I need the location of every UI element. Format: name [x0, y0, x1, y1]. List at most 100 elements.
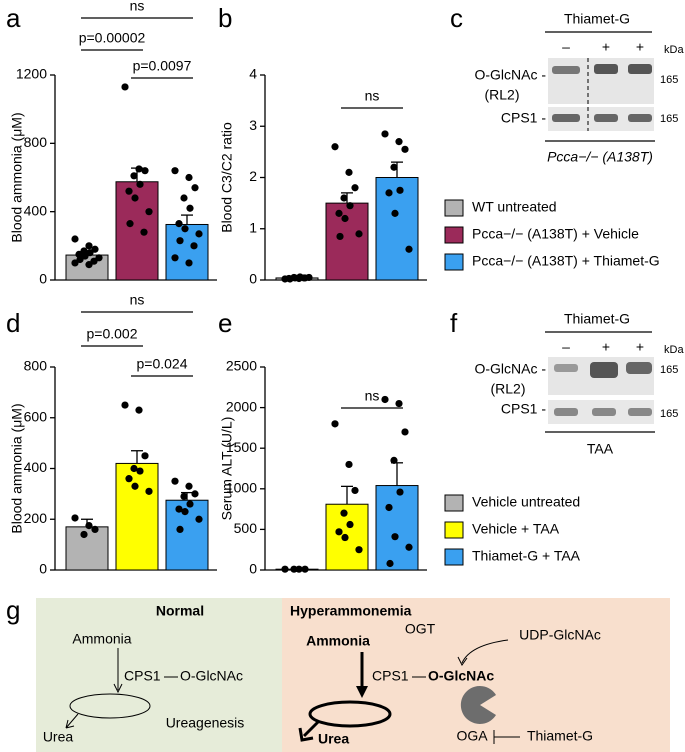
panel-letter: b [218, 3, 232, 33]
y-tick-label: 2500 [226, 358, 257, 374]
bar [115, 462, 159, 571]
data-point [126, 220, 134, 228]
data-point [300, 274, 308, 282]
data-point [135, 406, 143, 414]
band [592, 408, 616, 416]
data-point [180, 492, 188, 501]
size: 165 [660, 364, 678, 376]
condition: TAA [587, 441, 614, 457]
data-point [401, 428, 409, 436]
data-point [85, 242, 93, 250]
arrow [461, 639, 509, 664]
data-point [171, 477, 179, 485]
label: UDP-GlcNAc [519, 627, 601, 643]
oga-icon [460, 686, 496, 725]
data-point [125, 475, 133, 483]
label: Urea [43, 729, 74, 745]
band [628, 114, 652, 122]
data-point [191, 184, 199, 192]
data-point [190, 242, 198, 250]
data-point [331, 143, 339, 151]
y-tick-label: 1 [249, 219, 257, 235]
data-point [136, 180, 144, 188]
data-point [346, 202, 354, 210]
data-point [405, 543, 413, 551]
size: 165 [660, 74, 678, 86]
data-point [130, 464, 138, 473]
band [590, 362, 618, 378]
y-tick-label: 3 [249, 117, 257, 133]
data-point [340, 509, 348, 517]
cycle [308, 700, 392, 728]
data-point [175, 220, 183, 228]
data-point [195, 515, 203, 523]
label: OGT [405, 621, 436, 637]
genotype: Pcca−/− (A138T) [547, 149, 653, 165]
y-tick-label: 1200 [16, 66, 47, 82]
data-point [345, 460, 353, 469]
data-point [301, 565, 309, 573]
blot-f: Thiamet-G – + + kDa O-GlcNAc - (RL2) 165… [474, 311, 684, 457]
size: 165 [660, 113, 678, 125]
data-point [141, 452, 149, 460]
y-tick-label: 800 [24, 358, 48, 374]
significance: ns [365, 88, 380, 104]
data-point [141, 167, 149, 175]
legend-swatch [444, 226, 464, 244]
panel-letter: g [6, 595, 20, 625]
data-point [335, 209, 343, 217]
data-point [181, 225, 189, 233]
y-tick-label: 4 [249, 66, 257, 82]
significance: p=0.024 [137, 356, 188, 372]
clone: (RL2) [484, 87, 519, 103]
arrow [302, 720, 320, 738]
label: Ammonia [306, 633, 370, 649]
data-point [145, 208, 153, 216]
y-tick-label: 0 [39, 561, 47, 577]
data-point [381, 130, 389, 138]
size: 165 [660, 408, 678, 420]
data-point [336, 232, 344, 241]
data-point [391, 209, 399, 217]
data-point [281, 565, 289, 573]
band [554, 408, 578, 416]
data-point [185, 482, 193, 490]
significance: p=0.00002 [79, 30, 146, 46]
antibody: O-GlcNAc - [474, 361, 546, 377]
label: Ammonia [72, 631, 131, 647]
band [552, 66, 580, 74]
data-point [355, 230, 363, 238]
data-point [130, 172, 138, 180]
label: CPS1 [124, 668, 161, 684]
data-point [180, 194, 188, 202]
data-point [396, 488, 404, 496]
band [594, 114, 618, 122]
label: O-GlcNAc [180, 668, 243, 684]
data-point [176, 525, 184, 534]
legend-swatch [444, 494, 464, 512]
data-point [125, 187, 133, 195]
data-point [91, 525, 99, 534]
lane: – [562, 339, 570, 355]
bar [375, 485, 419, 571]
data-point [121, 83, 129, 91]
legend-swatch [444, 548, 464, 566]
data-point [391, 533, 399, 541]
band [554, 364, 578, 372]
y-axis-label: Blood C3/C2 ratio [219, 122, 235, 233]
cycle [69, 693, 151, 719]
legend-label: Pcca−/− (A138T) + Thiamet-G [472, 253, 660, 269]
bar [375, 177, 419, 281]
data-point [335, 528, 343, 536]
title: Hyperammonemia [290, 603, 412, 619]
significance: p=0.002 [87, 326, 138, 342]
label: CPS1 [372, 668, 409, 684]
band [628, 408, 652, 416]
arrow [65, 713, 79, 729]
arrow-head [356, 686, 368, 698]
significance: ns [130, 0, 145, 14]
lane: + [636, 339, 644, 355]
data-point [185, 259, 193, 267]
y-tick-label: 200 [24, 510, 48, 526]
legend-label: Vehicle + TAA [472, 521, 560, 537]
